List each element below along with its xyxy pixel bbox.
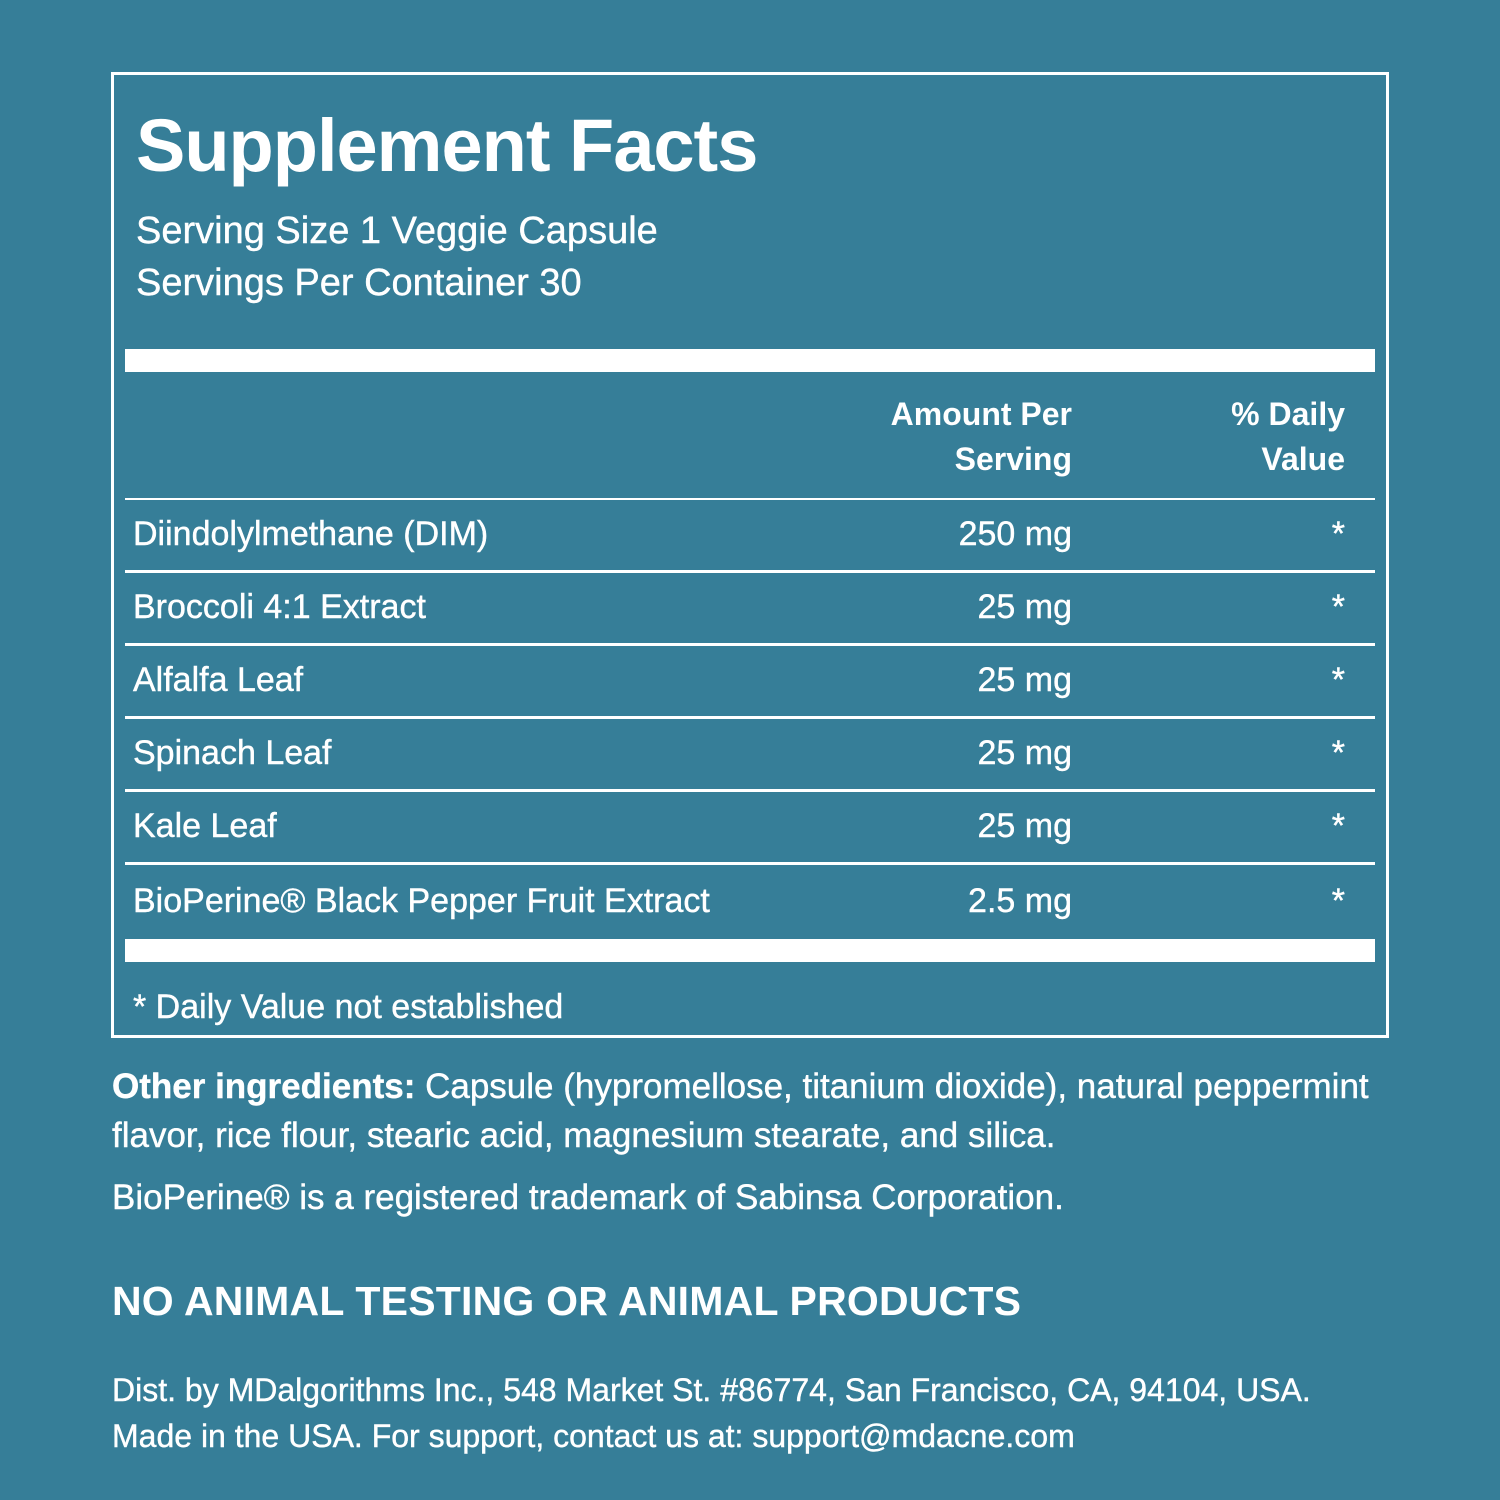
table-row: Broccoli 4:1 Extract 25 mg *	[125, 573, 1375, 646]
daily-value-cell: *	[1331, 734, 1346, 773]
supplement-facts-title: Supplement Facts	[136, 104, 758, 187]
ingredient-amount: 250 mg	[958, 515, 1072, 554]
ingredient-amount: 25 mg	[977, 661, 1072, 700]
other-ingredients-label: Other ingredients:	[112, 1067, 416, 1106]
thick-divider-bottom	[125, 938, 1375, 962]
daily-value-cell: *	[1331, 515, 1346, 554]
table-row: Alfalfa Leaf 25 mg *	[125, 646, 1375, 719]
distributor-address-line: Dist. by MDalgorithms Inc., 548 Market S…	[112, 1372, 1311, 1408]
daily-value-footnote: * Daily Value not established	[133, 987, 564, 1026]
daily-value-cell: *	[1331, 807, 1346, 846]
servings-per-container-line: Servings Per Container 30	[136, 261, 582, 304]
ingredient-amount: 2.5 mg	[968, 882, 1072, 921]
table-row: BioPerine® Black Pepper Fruit Extract 2.…	[125, 865, 1375, 939]
supplement-facts-panel: Supplement Facts Serving Size 1 Veggie C…	[111, 72, 1389, 1038]
serving-size-line: Serving Size 1 Veggie Capsule	[136, 209, 658, 252]
daily-value-cell: *	[1331, 882, 1346, 921]
daily-value-cell: *	[1331, 588, 1346, 627]
daily-value-cell: *	[1331, 661, 1346, 700]
table-row: Spinach Leaf 25 mg *	[125, 719, 1375, 792]
distributor-info: Dist. by MDalgorithms Inc., 548 Market S…	[112, 1367, 1402, 1459]
no-animal-testing-claim: NO ANIMAL TESTING OR ANIMAL PRODUCTS	[112, 1278, 1022, 1324]
ingredient-amount: 25 mg	[977, 807, 1072, 846]
ingredient-name: Broccoli 4:1 Extract	[133, 588, 426, 627]
other-ingredients-text: Capsule (hypromellose, titanium dioxide)…	[112, 1067, 1369, 1155]
ingredient-amount: 25 mg	[977, 734, 1072, 773]
ingredient-name: Diindolylmethane (DIM)	[133, 515, 489, 554]
daily-value-header: % Daily Value	[1231, 395, 1345, 477]
support-contact-line: Made in the USA. For support, contact us…	[112, 1418, 1075, 1454]
table-header-row: Amount Per Serving % Daily Value	[125, 372, 1375, 500]
ingredient-name: Kale Leaf	[133, 807, 277, 846]
amount-per-serving-header: Amount Per Serving	[890, 395, 1072, 477]
ingredient-name: Spinach Leaf	[133, 734, 332, 773]
table-row: Diindolylmethane (DIM) 250 mg *	[125, 500, 1375, 573]
ingredient-amount: 25 mg	[977, 588, 1072, 627]
bioperine-trademark-line: BioPerine® is a registered trademark of …	[112, 1178, 1064, 1217]
label-lower-section: Other ingredients: Capsule (hypromellose…	[112, 1062, 1402, 1459]
table-row: Kale Leaf 25 mg *	[125, 792, 1375, 865]
ingredient-name: BioPerine® Black Pepper Fruit Extract	[133, 882, 710, 921]
thick-divider-top	[125, 348, 1375, 372]
ingredient-name: Alfalfa Leaf	[133, 661, 304, 700]
other-ingredients-paragraph: Other ingredients: Capsule (hypromellose…	[112, 1062, 1392, 1160]
